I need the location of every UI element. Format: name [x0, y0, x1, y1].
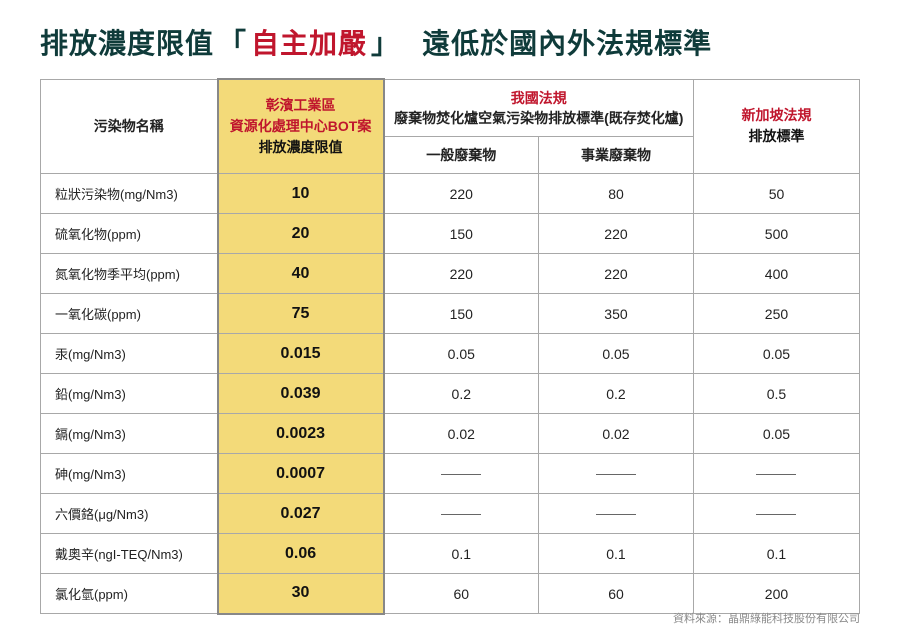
- cell-tw-business: 220: [539, 254, 694, 294]
- cell-pollutant: 戴奧辛(ngI-TEQ/Nm3): [41, 534, 218, 574]
- data-source: 資料來源：晶鼎綠能科技股份有限公司: [673, 610, 860, 626]
- cell-limit: 0.0007: [218, 454, 384, 494]
- cell-singapore: [693, 454, 859, 494]
- cell-tw-business: [539, 454, 694, 494]
- cell-singapore: 500: [693, 214, 859, 254]
- emissions-table: 污染物名稱 彰濱工業區 資源化處理中心BOT案 排放濃度限值 我國法規 廢棄物焚…: [40, 78, 860, 615]
- cell-tw-general: 0.2: [384, 374, 539, 414]
- table-row: 硫氧化物(ppm)20150220500: [41, 214, 860, 254]
- dash-icon: [596, 514, 636, 515]
- dash-icon: [756, 514, 796, 515]
- cell-singapore: 250: [693, 294, 859, 334]
- title-emphasis: 自主加嚴: [251, 22, 367, 62]
- cell-tw-business: 0.2: [539, 374, 694, 414]
- cell-singapore: 200: [693, 574, 859, 614]
- cell-tw-business: 0.05: [539, 334, 694, 374]
- table-body: 粒狀污染物(mg/Nm3)102208050硫氧化物(ppm)201502205…: [41, 174, 860, 614]
- cell-singapore: 50: [693, 174, 859, 214]
- cell-tw-general: 150: [384, 214, 539, 254]
- cell-pollutant: 粒狀污染物(mg/Nm3): [41, 174, 218, 214]
- table-row: 戴奧辛(ngI-TEQ/Nm3)0.060.10.10.1: [41, 534, 860, 574]
- cell-tw-general: 0.02: [384, 414, 539, 454]
- cell-pollutant: 氮氧化物季平均(ppm): [41, 254, 218, 294]
- cell-tw-business: 0.02: [539, 414, 694, 454]
- table-row: 鉛(mg/Nm3)0.0390.20.20.5: [41, 374, 860, 414]
- cell-pollutant: 鎘(mg/Nm3): [41, 414, 218, 454]
- cell-limit: 0.06: [218, 534, 384, 574]
- cell-singapore: 0.1: [693, 534, 859, 574]
- th-limit-line3: 排放濃度限值: [223, 137, 379, 158]
- cell-tw-general: 220: [384, 174, 539, 214]
- cell-tw-general: [384, 494, 539, 534]
- bracket-open: 「: [218, 22, 247, 62]
- cell-singapore: 400: [693, 254, 859, 294]
- cell-limit: 30: [218, 574, 384, 614]
- table-row: 汞(mg/Nm3)0.0150.050.050.05: [41, 334, 860, 374]
- cell-tw-general: 0.1: [384, 534, 539, 574]
- th-pollutant: 污染物名稱: [41, 79, 218, 174]
- table-row: 氯化氫(ppm)306060200: [41, 574, 860, 614]
- th-singapore: 新加坡法規 排放標準: [693, 79, 859, 174]
- th-limit: 彰濱工業區 資源化處理中心BOT案 排放濃度限值: [218, 79, 384, 174]
- th-tw-line1: 我國法規: [389, 88, 689, 108]
- cell-tw-business: 80: [539, 174, 694, 214]
- table-row: 六價鉻(μg/Nm3)0.027: [41, 494, 860, 534]
- cell-tw-business: 220: [539, 214, 694, 254]
- dash-icon: [756, 474, 796, 475]
- cell-limit: 0.015: [218, 334, 384, 374]
- cell-singapore: [693, 494, 859, 534]
- th-tw-line2: 廢棄物焚化爐空氣污染物排放標準(既存焚化爐): [389, 108, 689, 128]
- th-tw-sub-a: 一般廢棄物: [384, 137, 539, 174]
- cell-limit: 0.027: [218, 494, 384, 534]
- title-pre: 排放濃度限值: [40, 22, 214, 62]
- cell-limit: 10: [218, 174, 384, 214]
- th-limit-line1: 彰濱工業區: [223, 95, 379, 116]
- cell-tw-business: [539, 494, 694, 534]
- th-taiwan: 我國法規 廢棄物焚化爐空氣污染物排放標準(既存焚化爐): [384, 79, 694, 137]
- page-title: 排放濃度限值 「 自主加嚴 」 遠低於國內外法規標準: [40, 22, 860, 62]
- title-after: 遠低於國內外法規標準: [422, 22, 712, 62]
- cell-pollutant: 汞(mg/Nm3): [41, 334, 218, 374]
- cell-pollutant: 一氧化碳(ppm): [41, 294, 218, 334]
- cell-pollutant: 砷(mg/Nm3): [41, 454, 218, 494]
- dash-icon: [441, 514, 481, 515]
- cell-pollutant: 鉛(mg/Nm3): [41, 374, 218, 414]
- table-row: 一氧化碳(ppm)75150350250: [41, 294, 860, 334]
- dash-icon: [441, 474, 481, 475]
- cell-pollutant: 六價鉻(μg/Nm3): [41, 494, 218, 534]
- table-row: 氮氧化物季平均(ppm)40220220400: [41, 254, 860, 294]
- cell-tw-business: 0.1: [539, 534, 694, 574]
- cell-tw-business: 60: [539, 574, 694, 614]
- cell-pollutant: 氯化氫(ppm): [41, 574, 218, 614]
- th-sg-line1: 新加坡法規: [698, 105, 855, 126]
- cell-limit: 0.0023: [218, 414, 384, 454]
- cell-tw-general: 220: [384, 254, 539, 294]
- th-sg-line2: 排放標準: [698, 126, 855, 147]
- table-row: 鎘(mg/Nm3)0.00230.020.020.05: [41, 414, 860, 454]
- cell-tw-business: 350: [539, 294, 694, 334]
- cell-limit: 20: [218, 214, 384, 254]
- cell-tw-general: 0.05: [384, 334, 539, 374]
- cell-singapore: 0.5: [693, 374, 859, 414]
- cell-limit: 75: [218, 294, 384, 334]
- cell-singapore: 0.05: [693, 414, 859, 454]
- th-tw-sub-b: 事業廢棄物: [539, 137, 694, 174]
- bracket-close: 」: [371, 22, 400, 62]
- cell-limit: 0.039: [218, 374, 384, 414]
- table-row: 砷(mg/Nm3)0.0007: [41, 454, 860, 494]
- cell-tw-general: [384, 454, 539, 494]
- cell-limit: 40: [218, 254, 384, 294]
- cell-pollutant: 硫氧化物(ppm): [41, 214, 218, 254]
- dash-icon: [596, 474, 636, 475]
- table-row: 粒狀污染物(mg/Nm3)102208050: [41, 174, 860, 214]
- cell-tw-general: 150: [384, 294, 539, 334]
- cell-tw-general: 60: [384, 574, 539, 614]
- th-limit-line2: 資源化處理中心BOT案: [223, 116, 379, 137]
- cell-singapore: 0.05: [693, 334, 859, 374]
